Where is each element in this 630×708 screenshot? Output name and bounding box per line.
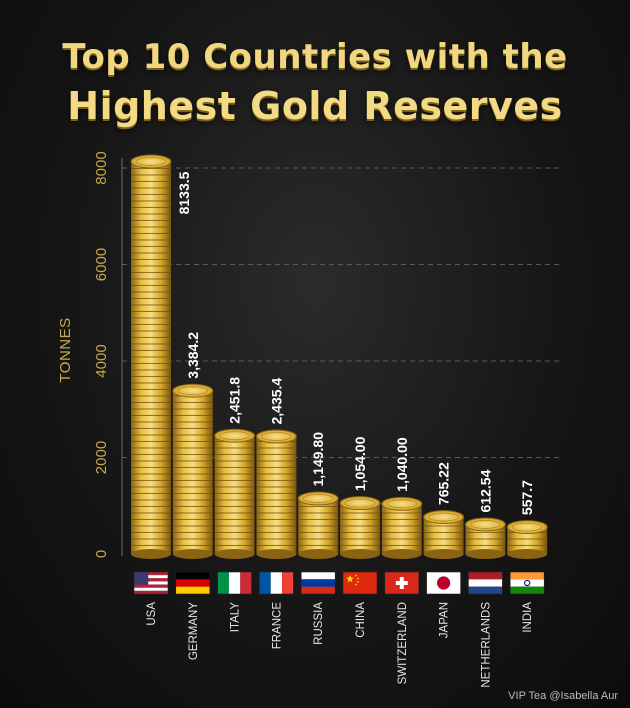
- value-label: 1,149.80: [310, 432, 326, 487]
- x-tick-label: ITALY: [230, 602, 242, 633]
- x-tick-label: SWITZERLAND: [397, 602, 409, 684]
- x-tick-label: USA: [146, 602, 158, 626]
- bar-usa: [130, 154, 172, 559]
- y-tick-label: 6000: [93, 248, 110, 281]
- bar-india: [506, 520, 548, 559]
- germany-flag-icon: [175, 571, 211, 595]
- japan-flag-icon: [426, 571, 461, 595]
- bar-china: [339, 496, 381, 559]
- value-label: 1,054.00: [352, 436, 368, 491]
- title-line-1: Top 10 Countries with the: [62, 37, 568, 77]
- x-tick-label: NETHERLANDS: [480, 602, 492, 688]
- x-tick-label: RUSSIA: [313, 602, 325, 645]
- watermark: VIP Tea @Isabella Aur: [508, 690, 618, 702]
- x-tick-label: JAPAN: [439, 602, 451, 638]
- x-tick-label: GERMANY: [188, 602, 200, 660]
- x-tick-label: INDIA: [522, 602, 534, 633]
- china-flag-icon: [342, 571, 378, 595]
- bar-germany: [172, 383, 214, 559]
- chart-title: Top 10 Countries with the Highest Gold R…: [0, 34, 630, 132]
- value-label: 612.54: [477, 469, 493, 512]
- india-flag-icon: [509, 571, 545, 595]
- bar-italy: [214, 428, 256, 559]
- value-label: 8133.5: [176, 171, 192, 214]
- bar-russia: [297, 491, 339, 559]
- bar-france: [255, 429, 297, 559]
- x-tick-label: FRANCE: [271, 602, 283, 650]
- value-label: 557.7: [519, 480, 535, 515]
- russia-flag-icon: [300, 571, 336, 595]
- bar-switzerland: [381, 496, 423, 559]
- switzerland-flag-icon: [384, 571, 420, 595]
- y-tick-label: 2000: [93, 441, 110, 474]
- x-tick-label: CHINA: [355, 602, 367, 638]
- value-label: 2,435.4: [268, 378, 284, 425]
- value-label: 765.22: [436, 462, 452, 505]
- y-axis-label: TONNES: [57, 317, 74, 382]
- france-flag-icon: [259, 571, 294, 595]
- value-label: 2,451.8: [227, 377, 243, 424]
- bar-japan: [423, 510, 465, 559]
- bar-netherlands: [464, 517, 506, 559]
- netherlands-flag-icon: [468, 571, 503, 595]
- title-line-2: Highest Gold Reserves: [67, 84, 563, 128]
- y-tick-label: 4000: [93, 344, 110, 377]
- y-tick-label: 8000: [93, 151, 110, 184]
- value-label: 1,040.00: [394, 437, 410, 492]
- us-flag-icon: [133, 571, 169, 595]
- italy-flag-icon: [217, 571, 252, 595]
- value-label: 3,384.2: [185, 332, 201, 379]
- y-tick-label: 0: [93, 550, 110, 558]
